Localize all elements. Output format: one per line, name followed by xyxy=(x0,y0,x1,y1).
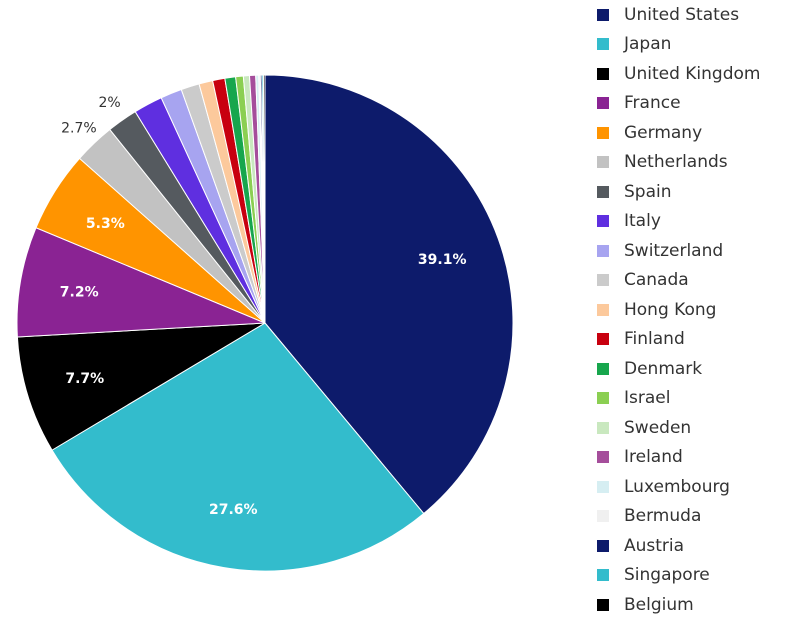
legend-swatch xyxy=(597,333,609,346)
legend-swatch xyxy=(597,451,609,464)
slice-data-label: 27.6% xyxy=(209,502,258,518)
legend-item[interactable]: Japan xyxy=(597,30,760,60)
legend-swatch xyxy=(597,38,609,51)
legend-item[interactable]: Singapore xyxy=(597,561,760,591)
legend-swatch xyxy=(597,185,609,198)
legend-item[interactable]: Hong Kong xyxy=(597,295,760,325)
pie-slice[interactable] xyxy=(51,322,425,572)
legend-swatch xyxy=(597,156,609,169)
legend-swatch xyxy=(597,539,609,552)
pie-slice[interactable] xyxy=(262,74,266,324)
legend-label: Hong Kong xyxy=(624,299,717,320)
legend-swatch xyxy=(597,303,609,316)
legend-label: Canada xyxy=(624,270,689,291)
legend-swatch xyxy=(597,97,609,110)
legend-swatch xyxy=(597,215,609,228)
legend-label: Japan xyxy=(624,34,672,55)
legend-item[interactable]: Austria xyxy=(597,531,760,561)
legend-swatch xyxy=(597,8,609,21)
legend-item[interactable]: France xyxy=(597,89,760,119)
legend-item[interactable]: United Kingdom xyxy=(597,59,760,89)
legend-label: United States xyxy=(624,4,740,25)
slice-data-label: 7.7% xyxy=(65,371,104,387)
legend-label: Singapore xyxy=(624,565,710,586)
legend-swatch xyxy=(597,392,609,405)
slice-data-label: 7.2% xyxy=(60,284,99,300)
legend-label: Belgium xyxy=(624,594,694,615)
legend-item[interactable]: Ireland xyxy=(597,443,760,473)
legend-label: Spain xyxy=(624,181,672,202)
legend-swatch xyxy=(597,126,609,139)
legend-label: Germany xyxy=(624,122,703,143)
legend-label: Netherlands xyxy=(624,152,728,173)
legend-item[interactable]: Italy xyxy=(597,207,760,237)
legend-swatch xyxy=(597,480,609,493)
legend-swatch xyxy=(597,510,609,523)
legend: United States Japan United Kingdom France Ge… xyxy=(597,0,760,620)
legend-label: Luxembourg xyxy=(624,476,730,497)
slice-data-label: 2% xyxy=(98,95,120,111)
slice-data-label: 39.1% xyxy=(418,252,467,268)
legend-label: United Kingdom xyxy=(624,63,761,84)
legend-label: Ireland xyxy=(624,447,683,468)
legend-item[interactable]: Spain xyxy=(597,177,760,207)
legend-item[interactable]: Israel xyxy=(597,384,760,414)
pie-slice[interactable] xyxy=(16,227,266,338)
legend-swatch xyxy=(597,67,609,80)
slice-data-label: 2.7% xyxy=(61,120,97,136)
legend-swatch xyxy=(597,274,609,287)
pie-slice[interactable] xyxy=(264,74,514,515)
legend-swatch xyxy=(597,598,609,611)
legend-swatch xyxy=(597,421,609,434)
legend-item[interactable]: Finland xyxy=(597,325,760,355)
legend-label: Israel xyxy=(624,388,671,409)
legend-swatch xyxy=(597,362,609,375)
legend-item[interactable]: Sweden xyxy=(597,413,760,443)
legend-item[interactable]: Switzerland xyxy=(597,236,760,266)
legend-label: Austria xyxy=(624,535,685,556)
legend-label: Sweden xyxy=(624,417,692,438)
pie-chart: 39.1% 27.6% 7.7% 7.2% 5.3% 2.7%2% xyxy=(16,74,514,572)
legend-label: Italy xyxy=(624,211,661,232)
legend-swatch xyxy=(597,569,609,582)
legend-item[interactable]: Bermuda xyxy=(597,502,760,532)
legend-label: Denmark xyxy=(624,358,703,379)
legend-swatch xyxy=(597,244,609,257)
legend-item[interactable]: Netherlands xyxy=(597,148,760,178)
legend-item[interactable]: Canada xyxy=(597,266,760,296)
legend-item[interactable]: Denmark xyxy=(597,354,760,384)
legend-label: France xyxy=(624,93,681,114)
legend-item[interactable]: Belgium xyxy=(597,590,760,620)
legend-item[interactable]: Luxembourg xyxy=(597,472,760,502)
legend-label: Finland xyxy=(624,329,685,350)
legend-label: Switzerland xyxy=(624,240,724,261)
legend-item[interactable]: Germany xyxy=(597,118,760,148)
legend-item[interactable]: United States xyxy=(597,0,760,30)
slice-data-label: 5.3% xyxy=(86,216,125,232)
legend-label: Bermuda xyxy=(624,506,702,527)
pie-slice[interactable] xyxy=(16,322,266,451)
